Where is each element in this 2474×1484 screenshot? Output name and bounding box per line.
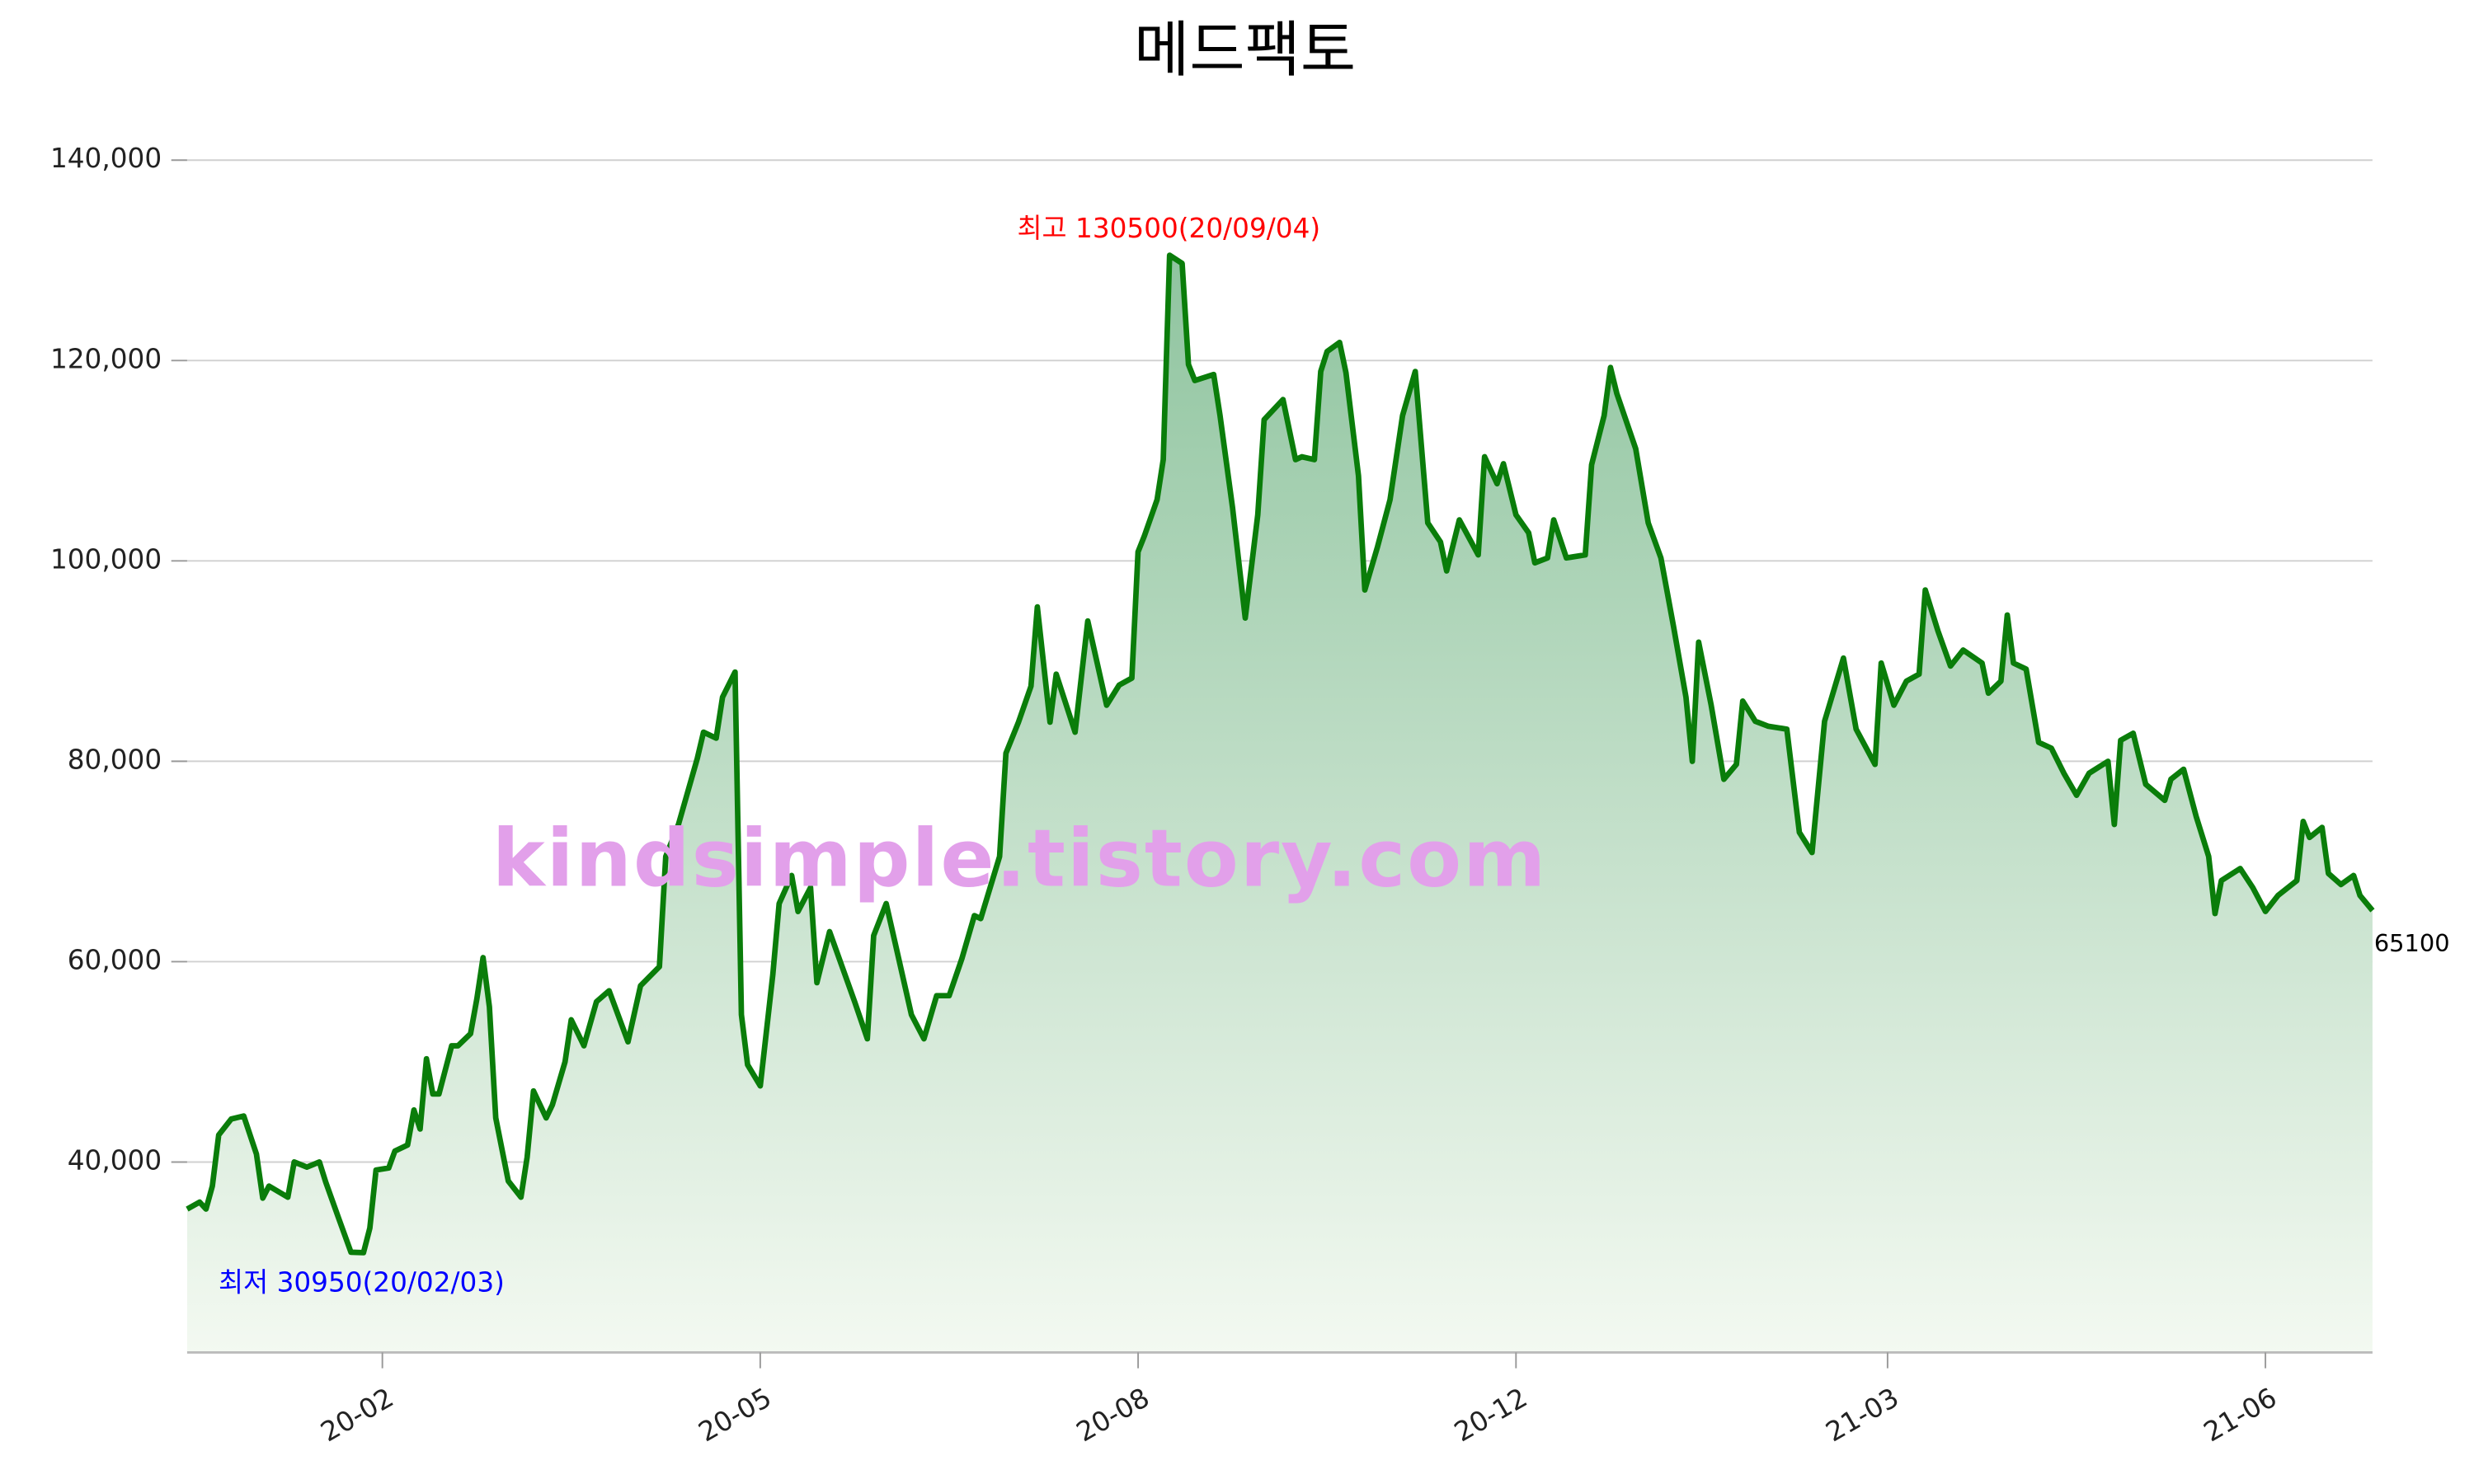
x-tick-label: 20-12 (1449, 1382, 1532, 1448)
y-tick-label: 80,000 (68, 744, 162, 775)
area (186, 255, 2373, 1353)
x-tick-label: 20-02 (315, 1382, 398, 1448)
price-line (186, 252, 2375, 1256)
y-tick-label: 100,000 (50, 543, 162, 575)
y-tick-label: 60,000 (68, 944, 162, 975)
y-tick-label: 140,000 (50, 143, 162, 174)
y-tick-label: 120,000 (50, 343, 162, 374)
annotation: 65100 (2374, 929, 2450, 957)
annotation: 최저 30950(20/02/03) (219, 1267, 505, 1298)
chart-title: 메드팩토 (1134, 15, 1356, 85)
annotation: 최고 130500(20/09/04) (1017, 213, 1320, 244)
watermark: kindsimple.tistory.com (492, 812, 1547, 904)
x-tick-label: 20-08 (1071, 1382, 1155, 1448)
y-tick-label: 40,000 (68, 1144, 162, 1176)
x-tick-label: 21-06 (2199, 1382, 2282, 1448)
x-tick-label: 21-03 (1821, 1382, 1904, 1448)
x-tick-label: 20-05 (694, 1382, 777, 1448)
